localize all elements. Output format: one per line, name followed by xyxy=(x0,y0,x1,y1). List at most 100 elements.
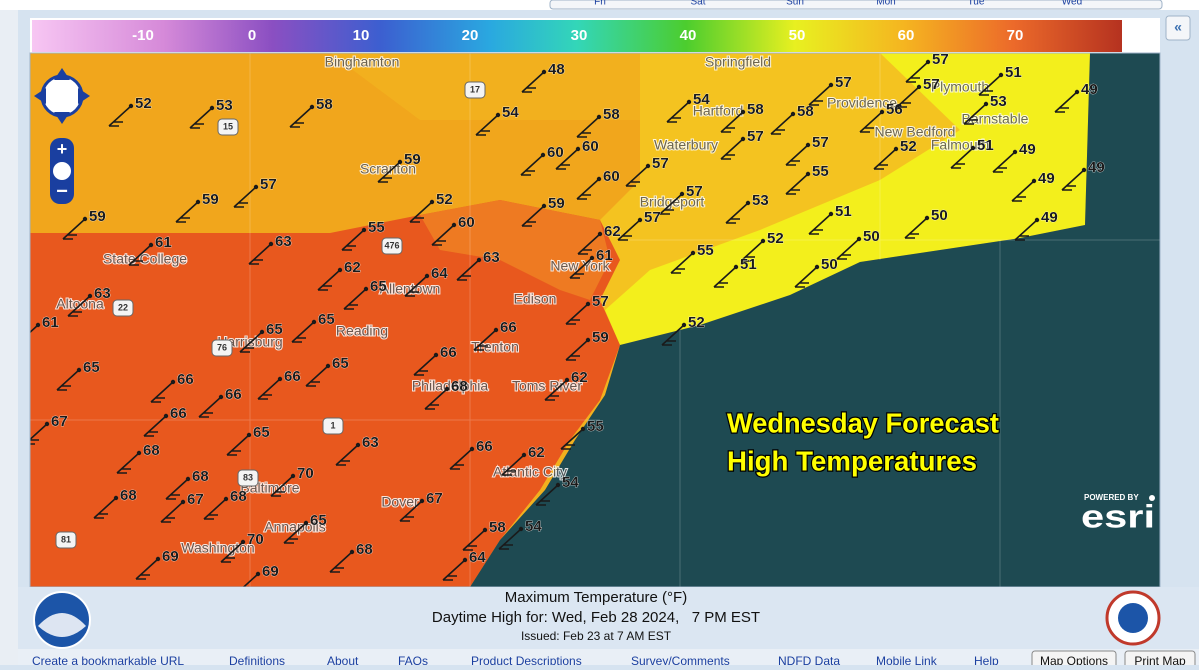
footer-link[interactable]: Product Descriptions xyxy=(471,654,582,668)
wind-barb xyxy=(808,213,832,235)
wind-barb xyxy=(30,423,48,445)
region-transition xyxy=(420,200,610,300)
temperature-label: 59 xyxy=(592,329,609,346)
highway-number: 22 xyxy=(118,302,128,312)
temperature-label: 54 xyxy=(562,474,579,491)
footer-link[interactable]: Create a bookmarkable URL xyxy=(32,654,184,668)
colorbar-label: 70 xyxy=(1007,27,1024,44)
temperature-label: 52 xyxy=(767,230,784,247)
day-tab-label[interactable]: Fri xyxy=(594,0,606,8)
wind-barb xyxy=(189,107,213,129)
temperature-label: 57 xyxy=(923,76,940,93)
station-dot xyxy=(444,386,450,392)
footer-button-label[interactable]: Print Map xyxy=(1134,654,1186,668)
day-tab-label[interactable]: Sun xyxy=(786,0,804,8)
highway-shield xyxy=(217,118,239,136)
day-tab-label[interactable]: Tue xyxy=(968,0,985,8)
station-dot xyxy=(540,152,546,158)
city-label: Philadelphia xyxy=(412,378,488,394)
station-dot xyxy=(309,104,315,110)
station-dot xyxy=(879,109,885,115)
wind-barb xyxy=(785,173,809,195)
temperature-label: 60 xyxy=(547,144,564,161)
footer-link[interactable]: Definitions xyxy=(229,654,285,668)
caption-title: Maximum Temperature (°F) xyxy=(505,589,687,606)
temperature-label: 57 xyxy=(260,176,277,193)
footer-link[interactable]: Help xyxy=(974,654,999,668)
station-dot xyxy=(277,376,283,382)
station-dot xyxy=(290,473,296,479)
city-label: Harrisburg xyxy=(217,334,282,350)
temperature-label: 49 xyxy=(1081,81,1098,98)
city-label: Edison xyxy=(514,291,557,307)
station-dot xyxy=(35,322,41,328)
temperature-label: 59 xyxy=(202,191,219,208)
wind-barb xyxy=(836,238,860,260)
day-tabs[interactable] xyxy=(549,0,1163,10)
wind-barb xyxy=(535,484,559,506)
city-label: Dover xyxy=(381,494,419,510)
wind-barb xyxy=(431,224,455,246)
footer-link[interactable]: Mobile Link xyxy=(876,654,938,668)
temperature-label: 57 xyxy=(652,155,669,172)
temperature-label: 66 xyxy=(500,319,517,336)
wind-barb xyxy=(248,243,272,265)
temperature-label: 66 xyxy=(440,344,457,361)
temperature-label: 69 xyxy=(162,548,179,565)
day-tab-label[interactable]: Wed xyxy=(1062,0,1082,8)
colorbar-label: -10 xyxy=(132,27,154,44)
wind-barb xyxy=(335,444,359,466)
temperature-label: 55 xyxy=(587,418,604,435)
wind-barb xyxy=(242,573,259,587)
temperature-label: 59 xyxy=(548,195,565,212)
day-tab-label[interactable]: Sat xyxy=(690,0,705,8)
pan-control[interactable] xyxy=(34,68,90,124)
wind-barb xyxy=(666,101,690,123)
station-dot xyxy=(1012,149,1018,155)
station-dot xyxy=(451,222,457,228)
station-dot xyxy=(482,527,488,533)
station-dot xyxy=(209,105,215,111)
temperature-label: 57 xyxy=(686,183,703,200)
temperature-label: 63 xyxy=(362,434,379,451)
wind-barb xyxy=(785,144,809,166)
temperature-label: 53 xyxy=(990,93,1007,110)
station-dot xyxy=(760,238,766,244)
temperature-label: 65 xyxy=(83,359,100,376)
wind-barb xyxy=(576,116,600,138)
wind-barb xyxy=(239,331,263,353)
temperature-label: 57 xyxy=(812,134,829,151)
day-tab-label[interactable]: Mon xyxy=(876,0,895,8)
colorbar-label: 10 xyxy=(353,27,370,44)
temperature-label: 62 xyxy=(604,223,621,240)
highway-shield xyxy=(55,531,77,549)
temperature-label: 52 xyxy=(436,191,453,208)
wind-barb xyxy=(291,321,315,343)
map[interactable]: Binghamton Springfield Providence Plymouth H… xyxy=(16,51,1160,594)
powered-by: POWERED BY xyxy=(1084,493,1139,502)
city-label: Plymouth xyxy=(931,79,989,95)
footer-link[interactable]: Survey/Comments xyxy=(631,654,730,668)
station-dot xyxy=(564,377,570,383)
footer-link[interactable]: FAQs xyxy=(398,654,428,668)
footer-button-label[interactable]: Map Options xyxy=(1040,654,1108,668)
station-dot xyxy=(555,482,561,488)
wind-barb xyxy=(341,229,365,251)
station-dot xyxy=(924,215,930,221)
wind-barb xyxy=(625,165,649,187)
collapse-button[interactable] xyxy=(1165,15,1191,41)
temperature-label: 57 xyxy=(932,51,949,68)
footer-link[interactable]: About xyxy=(327,654,359,668)
station-dot xyxy=(185,476,191,482)
station-dot xyxy=(223,496,229,502)
wind-barb xyxy=(905,61,929,83)
station-dot xyxy=(397,159,403,165)
zoom-control[interactable]: + − xyxy=(50,138,74,204)
station-dot xyxy=(148,242,154,248)
temperature-label: 63 xyxy=(275,233,292,250)
footer-link[interactable]: NDFD Data xyxy=(778,654,840,668)
station-dot xyxy=(419,498,425,504)
wind-barb xyxy=(565,303,589,325)
wind-barb xyxy=(740,240,764,262)
wind-barb xyxy=(462,529,486,551)
